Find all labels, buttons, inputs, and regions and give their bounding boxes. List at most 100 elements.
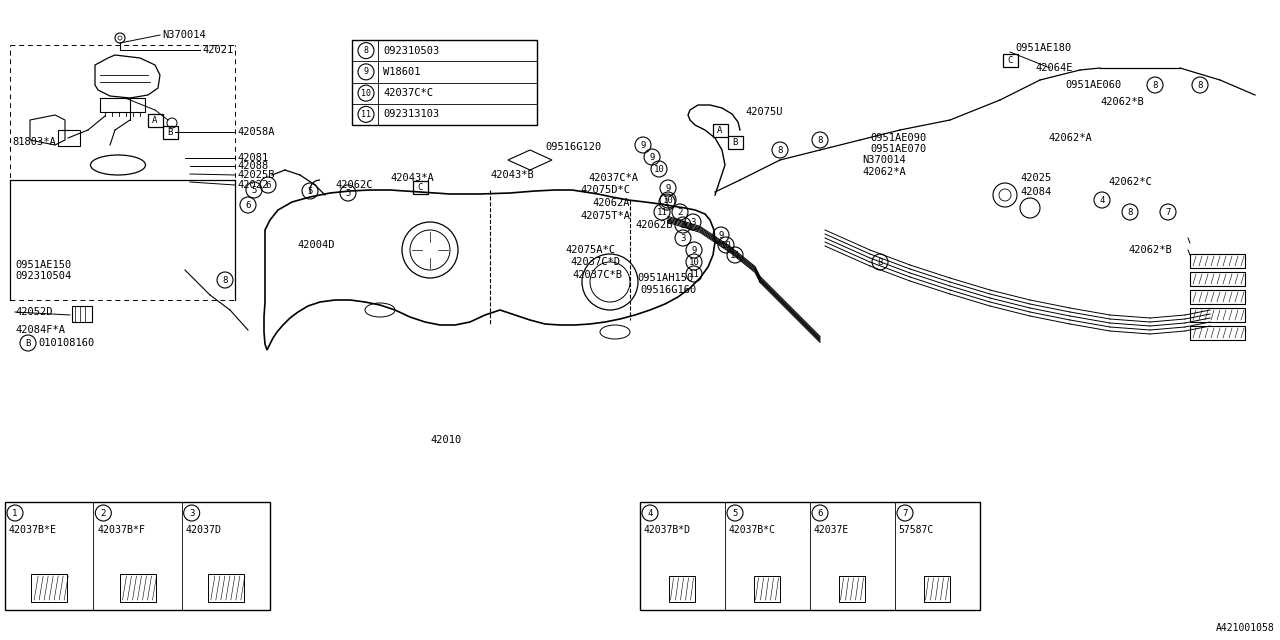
Bar bbox=[1190, 290, 1245, 304]
Text: B: B bbox=[26, 339, 31, 348]
Text: 42088: 42088 bbox=[237, 161, 269, 171]
Text: 42037B*E: 42037B*E bbox=[9, 525, 58, 535]
Text: 5: 5 bbox=[251, 186, 257, 195]
Text: B: B bbox=[168, 127, 173, 136]
Text: 42075T*A: 42075T*A bbox=[580, 211, 630, 221]
Text: 10: 10 bbox=[663, 195, 673, 205]
Bar bbox=[412, 180, 428, 193]
Text: 42010: 42010 bbox=[430, 435, 461, 445]
Text: 3: 3 bbox=[690, 218, 696, 227]
Text: 42037B*F: 42037B*F bbox=[97, 525, 146, 535]
Text: 42081: 42081 bbox=[237, 153, 269, 163]
Text: C: C bbox=[1007, 56, 1012, 65]
Text: 42022: 42022 bbox=[237, 180, 269, 190]
Text: 8: 8 bbox=[1197, 81, 1203, 90]
Text: 9: 9 bbox=[364, 67, 369, 76]
Text: 10: 10 bbox=[361, 88, 371, 98]
Text: 7: 7 bbox=[902, 509, 908, 518]
Text: 42037B*C: 42037B*C bbox=[728, 525, 774, 535]
Text: 092313103: 092313103 bbox=[383, 109, 439, 120]
Text: 42075A*C: 42075A*C bbox=[564, 245, 614, 255]
Text: 42062*A: 42062*A bbox=[861, 167, 906, 177]
Text: 42052D: 42052D bbox=[15, 307, 52, 317]
Text: 0951AH150: 0951AH150 bbox=[637, 273, 694, 283]
Text: 010108160: 010108160 bbox=[38, 338, 95, 348]
Text: 3: 3 bbox=[680, 234, 686, 243]
Text: 6: 6 bbox=[818, 509, 823, 518]
Text: 6: 6 bbox=[265, 180, 270, 189]
Text: 09516G160: 09516G160 bbox=[640, 285, 696, 295]
Text: 42021: 42021 bbox=[202, 45, 233, 55]
Text: 4: 4 bbox=[648, 509, 653, 518]
Text: 8: 8 bbox=[364, 46, 369, 55]
Text: W18601: W18601 bbox=[383, 67, 421, 77]
Text: 42043*A: 42043*A bbox=[390, 173, 434, 183]
Bar bbox=[147, 113, 163, 127]
Text: 8: 8 bbox=[777, 145, 782, 154]
Bar bbox=[713, 124, 727, 136]
Text: 9: 9 bbox=[640, 141, 645, 150]
Bar bbox=[727, 136, 742, 148]
Text: 092310503: 092310503 bbox=[383, 45, 439, 56]
Text: 0951AE090: 0951AE090 bbox=[870, 133, 927, 143]
Text: 0951AE180: 0951AE180 bbox=[1015, 43, 1071, 53]
Text: 11: 11 bbox=[657, 207, 667, 216]
Text: 42062C: 42062C bbox=[335, 180, 372, 190]
Text: 8: 8 bbox=[877, 257, 883, 266]
Text: 10: 10 bbox=[654, 164, 664, 173]
Text: A: A bbox=[717, 125, 723, 134]
Text: 0951AE070: 0951AE070 bbox=[870, 144, 927, 154]
Text: A421001058: A421001058 bbox=[1216, 623, 1275, 633]
Bar bbox=[640, 502, 980, 610]
Text: 42062*A: 42062*A bbox=[1048, 133, 1092, 143]
Text: 2: 2 bbox=[680, 221, 686, 230]
Bar bbox=[72, 306, 92, 322]
Bar bbox=[1190, 326, 1245, 340]
Text: 1: 1 bbox=[13, 509, 18, 518]
Text: 3: 3 bbox=[189, 509, 195, 518]
Text: C: C bbox=[417, 182, 422, 191]
Text: 42062*C: 42062*C bbox=[1108, 177, 1152, 187]
Text: 11: 11 bbox=[730, 250, 740, 259]
Bar bbox=[58, 130, 81, 146]
Bar bbox=[163, 125, 178, 138]
Text: 42025: 42025 bbox=[1020, 173, 1051, 183]
Text: 42004D: 42004D bbox=[297, 240, 334, 250]
Text: 2: 2 bbox=[101, 509, 106, 518]
Text: 0951AE060: 0951AE060 bbox=[1065, 80, 1121, 90]
Bar bbox=[352, 40, 538, 125]
Text: 42037C*B: 42037C*B bbox=[572, 270, 622, 280]
Text: 092310504: 092310504 bbox=[15, 271, 72, 281]
Text: 42064E: 42064E bbox=[1036, 63, 1073, 73]
Text: 57587C: 57587C bbox=[899, 525, 933, 535]
Bar bbox=[1190, 272, 1245, 286]
Text: 42025B: 42025B bbox=[237, 170, 274, 180]
Text: 42037D: 42037D bbox=[186, 525, 221, 535]
Text: 42062*B: 42062*B bbox=[1100, 97, 1144, 107]
Bar bbox=[1190, 254, 1245, 268]
Text: 9: 9 bbox=[691, 246, 696, 255]
Text: 42037E: 42037E bbox=[813, 525, 849, 535]
Text: A: A bbox=[152, 115, 157, 125]
Text: 0951AE150: 0951AE150 bbox=[15, 260, 72, 270]
Text: 6: 6 bbox=[246, 200, 251, 209]
Text: 4: 4 bbox=[1100, 195, 1105, 205]
Bar bbox=[5, 502, 270, 610]
Text: 09516G120: 09516G120 bbox=[545, 142, 602, 152]
Text: 2: 2 bbox=[677, 207, 682, 216]
Text: 8: 8 bbox=[818, 136, 823, 145]
Text: 8: 8 bbox=[223, 275, 228, 285]
Text: 42062B: 42062B bbox=[635, 220, 672, 230]
Text: 10: 10 bbox=[721, 241, 731, 250]
Text: N370014: N370014 bbox=[163, 30, 206, 40]
Text: 1: 1 bbox=[664, 198, 669, 207]
Text: 5: 5 bbox=[732, 509, 737, 518]
Text: 42037C*A: 42037C*A bbox=[588, 173, 637, 183]
Text: 42075D*C: 42075D*C bbox=[580, 185, 630, 195]
Text: 42037C*D: 42037C*D bbox=[570, 257, 620, 267]
Text: 9: 9 bbox=[718, 230, 723, 239]
Text: N370014: N370014 bbox=[861, 155, 906, 165]
Bar bbox=[100, 98, 145, 112]
Text: 42062A: 42062A bbox=[593, 198, 630, 208]
Text: 42037C*C: 42037C*C bbox=[383, 88, 433, 98]
